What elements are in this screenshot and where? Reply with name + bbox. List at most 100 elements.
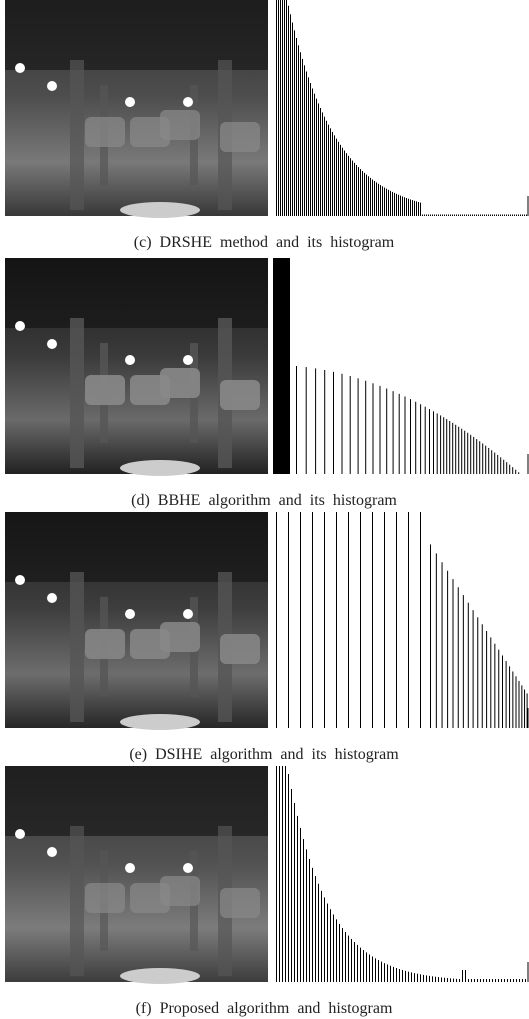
histogram-bar bbox=[479, 441, 480, 474]
figure: (c) DRSHE method and its histogram(d) BB… bbox=[0, 0, 529, 1019]
histogram-bar bbox=[417, 974, 418, 982]
histogram-bar bbox=[402, 196, 403, 216]
histogram-bar bbox=[446, 215, 447, 217]
histogram-bar bbox=[506, 661, 507, 728]
histogram-bar bbox=[516, 676, 517, 728]
histogram-bar bbox=[326, 121, 327, 216]
histogram-bar bbox=[494, 644, 495, 728]
car bbox=[85, 375, 125, 405]
histogram-bar bbox=[422, 215, 423, 217]
histogram-bar bbox=[515, 470, 516, 474]
histogram-bar bbox=[446, 419, 447, 474]
histogram-bar bbox=[278, 0, 279, 216]
histogram-bar bbox=[318, 884, 319, 982]
histogram-bar bbox=[386, 389, 387, 474]
histogram-bar bbox=[508, 215, 509, 217]
histogram-bar bbox=[430, 215, 431, 217]
histogram-bar bbox=[290, 14, 291, 216]
histogram-bar bbox=[308, 77, 309, 216]
histogram-bar bbox=[488, 215, 489, 217]
histogram-bar bbox=[408, 512, 409, 728]
histogram-bar bbox=[514, 215, 515, 217]
histogram-bar bbox=[354, 163, 355, 216]
histogram-bar bbox=[486, 979, 487, 982]
histogram-bar bbox=[333, 372, 334, 474]
histogram-bar bbox=[282, 0, 283, 216]
histogram-bar bbox=[288, 6, 289, 216]
histogram-bar bbox=[490, 215, 491, 217]
histogram-bar bbox=[300, 828, 301, 982]
histogram-bar bbox=[465, 970, 466, 982]
histogram-bar bbox=[396, 968, 397, 982]
histogram-bar bbox=[351, 939, 352, 982]
histogram-bar bbox=[509, 666, 510, 728]
histogram-bar bbox=[298, 45, 299, 216]
histogram-bar bbox=[502, 655, 503, 728]
histogram-bar bbox=[412, 200, 413, 216]
histogram-bar bbox=[396, 512, 397, 728]
histogram-bar bbox=[408, 199, 409, 216]
histogram-bar bbox=[399, 394, 400, 474]
histogram-bar bbox=[411, 972, 412, 982]
histogram-bar bbox=[516, 979, 517, 982]
hood bbox=[120, 968, 200, 984]
histogram-bar bbox=[491, 450, 492, 474]
panel bbox=[5, 258, 268, 476]
histogram-bar bbox=[380, 185, 381, 216]
histogram-bar bbox=[330, 128, 331, 216]
histogram-bar bbox=[348, 512, 349, 728]
histogram-bar bbox=[436, 553, 437, 728]
histogram-bar bbox=[382, 186, 383, 216]
histogram-bar bbox=[408, 972, 409, 982]
histogram-bar bbox=[302, 59, 303, 216]
histogram-bar bbox=[279, 766, 280, 982]
histogram-bar bbox=[458, 427, 459, 474]
histogram-bar bbox=[506, 215, 507, 217]
histogram-bar bbox=[438, 215, 439, 217]
histogram-bar bbox=[324, 897, 325, 982]
histogram-bar bbox=[472, 215, 473, 217]
histogram-bar bbox=[519, 979, 520, 982]
histogram-bar bbox=[480, 979, 481, 982]
pillar bbox=[70, 318, 84, 468]
histogram-bar bbox=[312, 512, 313, 728]
histogram-bar bbox=[306, 849, 307, 982]
caption: (f) Proposed algorithm and histogram bbox=[136, 1000, 393, 1017]
light bbox=[125, 97, 135, 107]
histogram-bar bbox=[474, 979, 475, 982]
histogram-bar bbox=[406, 198, 407, 216]
histogram-bar bbox=[527, 693, 528, 728]
histogram-bar bbox=[321, 891, 322, 982]
histogram-bar bbox=[510, 215, 511, 217]
histogram-bar bbox=[304, 65, 305, 216]
histogram-bar bbox=[378, 184, 379, 216]
histogram-bar bbox=[512, 671, 513, 728]
histogram-bar bbox=[296, 38, 297, 216]
histogram-bar bbox=[310, 83, 311, 216]
histogram-bar bbox=[404, 197, 405, 216]
histogram-bar bbox=[306, 367, 307, 474]
histogram-bar bbox=[433, 411, 434, 474]
histogram-bar bbox=[420, 974, 421, 982]
histogram-bar bbox=[374, 181, 375, 216]
pillar bbox=[70, 826, 84, 976]
histogram-bar bbox=[520, 215, 521, 217]
histogram-bar bbox=[473, 610, 474, 728]
histogram-bar bbox=[336, 919, 337, 982]
histogram-bar bbox=[320, 108, 321, 216]
histogram-bar bbox=[364, 173, 365, 216]
histogram-bar bbox=[447, 571, 448, 728]
histogram-bar bbox=[518, 215, 519, 217]
histogram-bar bbox=[285, 766, 286, 982]
light bbox=[125, 863, 135, 873]
histogram-bar bbox=[442, 562, 443, 728]
histogram-bar bbox=[476, 215, 477, 217]
light bbox=[125, 355, 135, 365]
histogram-bar bbox=[368, 176, 369, 216]
histogram-bar bbox=[490, 637, 491, 728]
histogram-bar bbox=[519, 681, 520, 728]
histogram-bar bbox=[276, 512, 277, 728]
histogram-bar bbox=[286, 0, 287, 216]
histogram-bar bbox=[402, 970, 403, 982]
histogram-bar bbox=[438, 977, 439, 982]
